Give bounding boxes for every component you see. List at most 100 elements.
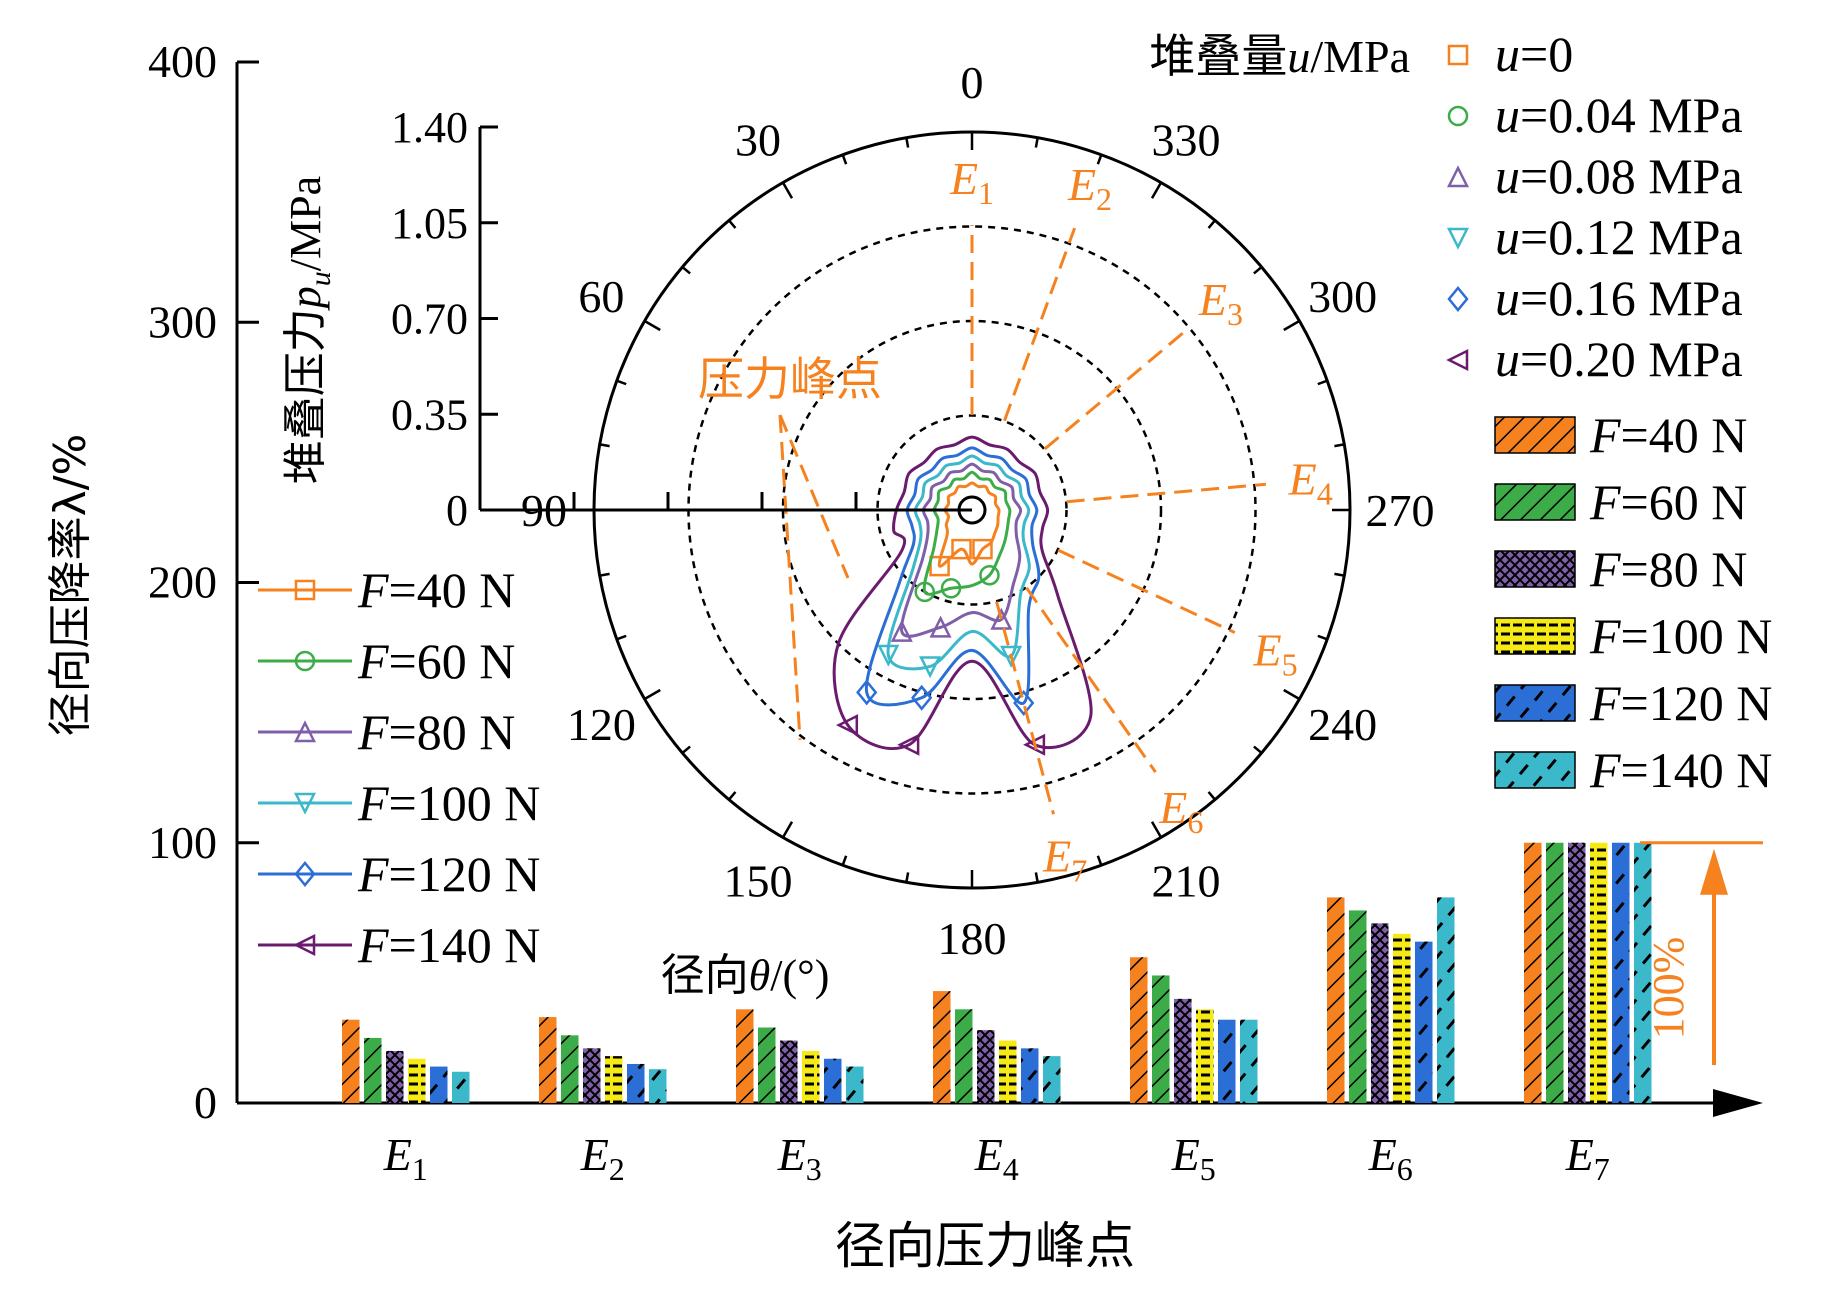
line-legend-label: F=140 N (357, 917, 540, 973)
bar-hatch (1437, 897, 1455, 1103)
polar-tick (644, 319, 661, 332)
polar-angle-label-0: 0 (961, 57, 984, 108)
polar-marker (1447, 286, 1469, 312)
radial-axis: 0 0.35 0.70 1.05 1.40 (391, 103, 972, 535)
bar-E1-F40 (342, 1019, 360, 1103)
polar-marker (972, 538, 993, 560)
x-axis-arrowhead (1713, 1089, 1763, 1117)
bar-E6-F140 (1437, 897, 1455, 1103)
polar-marker (919, 656, 942, 679)
radial-axis-label: 堆叠压力pu/MPa (280, 176, 337, 484)
bar-hatch (583, 1048, 601, 1103)
bar-hatch (1546, 842, 1564, 1103)
polar-angle-label-270: 270 (1366, 485, 1435, 536)
bar-legend-item: F=60 N (1494, 474, 1747, 530)
polar-marker (294, 861, 316, 887)
bar-hatch (1174, 998, 1192, 1103)
u-legend-label: u=0.04 MPa (1495, 87, 1743, 143)
x-tick-base: E (383, 1129, 412, 1180)
polar-tick (681, 745, 691, 754)
bar-legend-label: F=80 N (1589, 541, 1747, 597)
hundred-percent-annotation: 100% (1640, 841, 1763, 1065)
polar-angle-label-300: 300 (1308, 271, 1377, 322)
bar-E6-F40 (1327, 897, 1345, 1103)
bar-hatch (1327, 897, 1345, 1103)
bar-E6-F60 (1349, 910, 1367, 1103)
bar-E1-F100 (408, 1058, 426, 1103)
bar-E7-F60 (1546, 842, 1564, 1103)
bar-legend-item: F=80 N (1494, 541, 1747, 597)
peak-line-E6 (1025, 586, 1157, 773)
polar-marker (890, 619, 913, 642)
x-tick-sub: 2 (609, 1151, 625, 1187)
u-legend-label: u=0.20 MPa (1495, 331, 1743, 387)
polar-tick (1283, 319, 1300, 332)
polar-angle-label-150: 150 (724, 856, 793, 907)
u-legend-label: u=0.08 MPa (1495, 148, 1743, 204)
y-axis-label: 径向压降率λ/% (45, 434, 96, 737)
radial-label-base: 堆叠压力 (280, 308, 331, 484)
bar-hatch (430, 1066, 448, 1103)
bar-legend-item: F=140 N (1494, 742, 1772, 798)
bar-E5-F100 (1196, 1009, 1214, 1103)
y-ticks (237, 60, 259, 1105)
polar-tick (1317, 634, 1328, 641)
bar-legend-hatch (1495, 551, 1575, 587)
polar-marker (1447, 44, 1469, 66)
polar-marker (856, 679, 878, 706)
bar-legend-label: F=120 N (1589, 675, 1772, 731)
u-legend-label: u=0.16 MPa (1495, 270, 1743, 326)
bar-hatch (736, 1009, 754, 1103)
polar-tick (1096, 855, 1103, 866)
polar-series-F40 (929, 481, 1001, 577)
angle-label-base: 径向 (661, 950, 749, 1001)
bar-hatch (955, 1009, 973, 1103)
polar-marker (1446, 227, 1470, 250)
bar-hatch (1043, 1056, 1061, 1103)
polar-tick (1334, 443, 1345, 448)
bar-hatch (386, 1050, 404, 1103)
bar-E7-F80 (1568, 842, 1586, 1103)
line-legend-label: F=60 N (357, 633, 515, 689)
u-legend-item: u=0 (1447, 26, 1573, 82)
bar-hatch (649, 1069, 667, 1103)
polar-marker (897, 733, 920, 756)
bar-hatch (1152, 975, 1170, 1103)
bar-E1-F80 (386, 1050, 404, 1103)
polar-marker (940, 577, 962, 599)
angle-label-var: θ (749, 951, 771, 1000)
bar-E7-F120 (1612, 842, 1630, 1103)
bar-hatch (1371, 923, 1389, 1103)
polar-tick (599, 443, 610, 448)
polar-angle-label-180: 180 (938, 913, 1007, 964)
polar-marker (929, 555, 950, 577)
radial-tick-label: 0.35 (391, 390, 468, 439)
peak-name-E1: E1 (949, 153, 994, 211)
bar-hatch (1634, 842, 1652, 1103)
polar-marker (294, 579, 316, 601)
bar-hatch (1612, 842, 1630, 1103)
peak-leader (778, 414, 802, 741)
bar-hatch (846, 1066, 864, 1103)
polar-tick (616, 379, 627, 386)
u-legend-label: u=0.12 MPa (1495, 209, 1743, 265)
polar-marker (990, 607, 1013, 630)
polar-marker (877, 644, 900, 667)
x-tick-sub: 3 (806, 1151, 822, 1187)
bar-legend-label: F=140 N (1589, 742, 1772, 798)
x-tick-base: E (1171, 1129, 1200, 1180)
bar-E1-F120 (430, 1066, 448, 1103)
radial-label-unit: /MPa (281, 176, 330, 271)
radial-label-sub: u (304, 271, 337, 286)
polar-marker (1013, 690, 1035, 716)
line-legend-item: F=80 N (258, 704, 515, 760)
bar-hatch (999, 1040, 1017, 1103)
x-tick-label-E4: E4 (974, 1129, 1019, 1187)
angle-label-unit: /(°) (770, 951, 829, 1000)
radial-tick-label: 1.40 (391, 103, 468, 152)
polar-tick (1096, 154, 1103, 165)
